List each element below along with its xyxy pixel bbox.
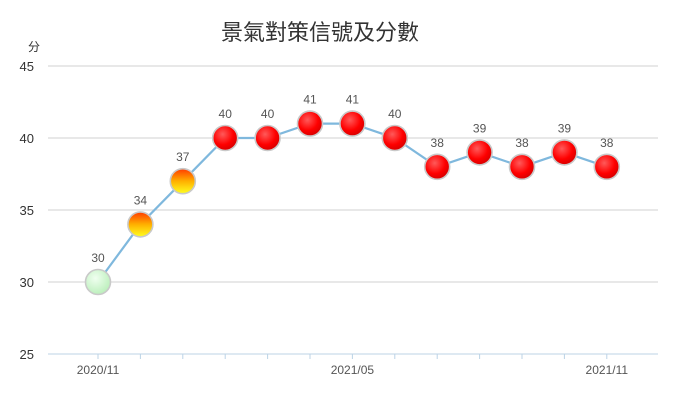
markers [84,110,621,296]
data-label: 41 [303,93,317,107]
data-label: 40 [219,107,233,121]
data-point [339,110,366,137]
y-tick-label: 40 [20,131,34,146]
data-point [593,153,621,181]
y-tick-label: 25 [20,347,34,362]
data-point [211,124,239,152]
y-axis-unit: 分 [28,40,40,54]
data-point [254,124,281,152]
data-label: 39 [558,121,572,135]
chart-title: 景氣對策信號及分數 [221,21,419,46]
data-label: 38 [431,136,445,150]
x-axis-ticks: 2020/11 2021/05 2021/11 [77,354,629,377]
data-point [551,139,578,166]
data-point [296,110,324,137]
data-label: 39 [473,121,487,135]
x-tick-label: 2021/05 [331,363,375,377]
data-label: 34 [134,193,148,207]
data-labels: 30 34 37 40 40 41 41 40 38 39 38 39 38 [91,93,613,265]
data-label: 37 [176,150,190,164]
data-label: 38 [600,136,614,150]
data-point [423,153,451,181]
y-tick-label: 30 [20,275,34,290]
data-point [466,139,493,166]
data-label: 41 [346,93,360,107]
data-label: 40 [388,107,402,121]
y-axis-ticks: 25 30 35 40 45 [20,59,34,362]
x-tick-label: 2021/11 [586,363,629,377]
data-label: 30 [91,251,105,265]
x-tick-label: 2020/11 [77,363,120,377]
data-point [381,124,409,152]
y-tick-label: 35 [20,203,34,218]
data-point [508,153,536,181]
series-line [97,122,608,283]
data-point [127,211,154,238]
data-label: 38 [515,136,529,150]
grid [48,65,658,355]
y-tick-label: 45 [20,59,34,74]
data-label: 40 [261,107,275,121]
data-point [169,167,197,195]
data-point [84,268,112,296]
